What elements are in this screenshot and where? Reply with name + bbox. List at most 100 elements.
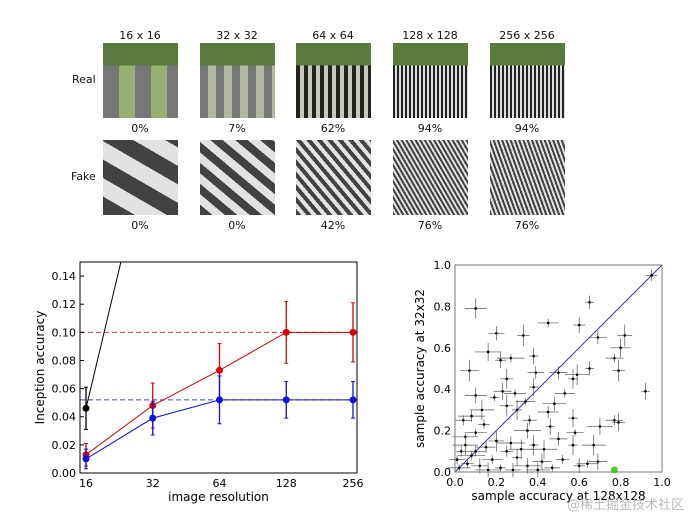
y-axis-label: sample accuracy at 32x32 xyxy=(413,289,427,448)
data-point xyxy=(505,377,509,381)
resolution-label: 128 x 128 xyxy=(402,29,458,42)
accuracy-percent: 0% xyxy=(131,122,149,135)
accuracy-percent: 62% xyxy=(320,122,346,135)
data-point xyxy=(617,369,620,372)
data-point xyxy=(534,371,538,374)
fake-sample-image xyxy=(490,140,565,215)
data-point xyxy=(493,396,496,399)
accuracy-percent: 94% xyxy=(514,122,540,135)
data-point xyxy=(596,460,600,463)
data-point xyxy=(522,334,525,337)
x-tick-label: 0.8 xyxy=(612,476,630,489)
data-point xyxy=(515,456,519,459)
data-point xyxy=(482,423,486,426)
plot-area xyxy=(80,262,357,470)
x-tick-label: 32 xyxy=(146,477,160,490)
data-point xyxy=(474,431,477,434)
data-point xyxy=(468,369,471,372)
inception-accuracy-chart: 0.00 0.02 0.04 0.06 0.08 0.10 0.12 0.14 16 32 64 12… xyxy=(33,261,364,504)
x-tick-label: 0.0 xyxy=(446,476,464,489)
data-point xyxy=(577,464,581,468)
data-point xyxy=(644,389,647,393)
fake-sample-image xyxy=(393,140,468,215)
y-tick-label: 0.00 xyxy=(52,467,77,480)
data-point xyxy=(501,389,504,393)
fake-sample-image xyxy=(103,140,178,215)
y-tick-label: 0.04 xyxy=(52,411,77,424)
data-point xyxy=(499,466,502,470)
data-point xyxy=(526,429,529,432)
data-point xyxy=(575,373,579,377)
accuracy-percent: 76% xyxy=(514,219,540,232)
data-point xyxy=(515,408,519,412)
x-tick-label: 0.4 xyxy=(529,476,547,489)
data-point xyxy=(484,445,488,449)
data-point xyxy=(577,323,581,327)
data-point xyxy=(459,450,463,453)
data-point xyxy=(546,321,550,325)
real-sample-image xyxy=(200,43,275,118)
data-point xyxy=(588,300,591,304)
y-tick-label: 0.10 xyxy=(52,326,77,339)
sample-accuracy-scatter: 0.0 0.2 0.4 0.6 0.8 1.0 0.0 0.2 0.4 0.6 0.8 1.0 samp… xyxy=(413,259,671,503)
data-point xyxy=(561,458,564,461)
row-label: Fake xyxy=(71,170,96,183)
data-point xyxy=(540,460,544,463)
data-point xyxy=(486,350,490,354)
data-point xyxy=(505,450,509,453)
data-point xyxy=(82,455,90,463)
y-tick-label: 0.2 xyxy=(434,425,452,438)
x-tick-label: 256 xyxy=(343,477,364,490)
x-axis-label: sample accuracy at 128x128 xyxy=(471,489,645,503)
real-sample-image xyxy=(490,43,565,118)
data-point xyxy=(464,443,467,447)
data-point xyxy=(571,443,575,447)
data-point xyxy=(474,394,477,397)
real-sample-image xyxy=(393,43,468,118)
x-tick-label: 64 xyxy=(213,477,227,490)
axes-frame xyxy=(79,261,358,474)
y-tick-label: 0.02 xyxy=(52,439,77,452)
data-point xyxy=(557,437,560,441)
y-tick-label: 0.0 xyxy=(434,466,452,479)
data-point xyxy=(542,447,546,451)
accuracy-percent: 42% xyxy=(320,219,346,232)
data-point xyxy=(548,425,552,428)
y-tick-label: 0.12 xyxy=(52,298,77,311)
data-point xyxy=(216,396,223,404)
data-point xyxy=(505,404,509,408)
data-point xyxy=(532,354,535,358)
data-point xyxy=(461,418,465,422)
data-point xyxy=(623,334,627,337)
x-tick-label: 0.2 xyxy=(488,476,506,489)
y-tick-label: 0.08 xyxy=(52,354,77,367)
data-point xyxy=(455,458,459,461)
data-point xyxy=(596,336,600,339)
data-point xyxy=(457,466,461,470)
data-point xyxy=(495,332,498,335)
fake-sample-image xyxy=(200,140,275,215)
data-point xyxy=(528,418,531,422)
data-point xyxy=(519,447,523,451)
y-tick-label: 0.14 xyxy=(52,270,77,283)
data-point xyxy=(588,367,591,370)
data-point xyxy=(82,404,90,412)
resolution-label: 256 x 256 xyxy=(499,29,555,42)
data-point xyxy=(349,396,357,404)
data-point xyxy=(474,307,477,310)
data-point xyxy=(546,410,550,414)
data-point xyxy=(526,464,529,468)
data-point xyxy=(486,468,490,472)
data-point xyxy=(470,414,473,418)
resolution-label: 32 x 32 xyxy=(216,29,258,42)
data-point xyxy=(536,468,540,472)
y-tick-label: 0.06 xyxy=(52,383,77,396)
data-point xyxy=(532,385,535,389)
x-tick-label: 0.6 xyxy=(570,476,588,489)
data-point xyxy=(557,371,560,374)
accuracy-percent: 0% xyxy=(228,219,246,232)
real-sample-image xyxy=(296,43,371,118)
data-point xyxy=(499,358,502,362)
data-point xyxy=(550,466,554,470)
data-point xyxy=(470,454,473,457)
